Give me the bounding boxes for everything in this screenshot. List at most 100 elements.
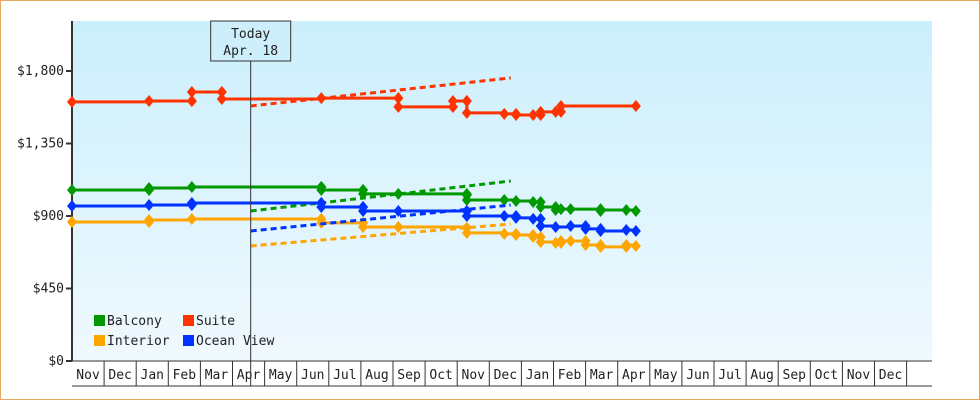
x-tick-label: Oct — [815, 368, 838, 383]
x-tick-label: May — [269, 368, 293, 383]
legend-label: Ocean View — [196, 334, 274, 349]
x-tick-label: Mar — [205, 368, 229, 383]
legend-swatch — [183, 335, 194, 346]
data-point-marker — [511, 227, 522, 240]
data-point-marker — [528, 195, 539, 208]
data-point-marker — [621, 204, 632, 217]
today-date: Apr. 18 — [223, 44, 278, 59]
projection-line-interior — [250, 222, 511, 248]
data-point-marker — [595, 222, 606, 235]
data-point-marker — [316, 181, 327, 193]
data-point-marker — [580, 219, 591, 232]
x-tick-label: Jan — [141, 368, 164, 383]
y-tick-label: $1,350 — [17, 137, 64, 152]
data-point-marker — [358, 184, 369, 197]
data-point-marker — [67, 184, 77, 197]
data-point-marker — [186, 213, 197, 226]
data-point-marker — [393, 187, 404, 200]
today-marker: Today Apr. 18 — [210, 20, 292, 386]
data-point-marker — [550, 220, 561, 233]
y-tick-label: $1,800 — [17, 64, 64, 79]
data-point-marker — [316, 196, 327, 209]
data-point-marker — [535, 195, 546, 208]
y-tick-label: $450 — [33, 282, 64, 297]
x-tick-label: Mar — [590, 368, 614, 383]
x-axis: Nov Dec Jan Feb Mar Apr May Jun Jul Aug Sep Oct Nov D… — [72, 360, 932, 387]
data-point-marker — [565, 219, 576, 232]
data-point-marker — [621, 240, 632, 253]
series-group — [67, 76, 641, 253]
x-tick-label: Feb — [558, 368, 582, 383]
legend: Balcony Suite Interior Ocean View — [94, 314, 274, 349]
data-point-marker — [555, 236, 566, 249]
x-tick-label: Apr — [622, 368, 646, 383]
x-tick-label: Jun — [686, 368, 709, 383]
legend-label: Suite — [196, 314, 235, 329]
data-point-marker — [535, 230, 546, 243]
y-tick-label: $0 — [48, 354, 64, 369]
projection-line-balcony — [250, 179, 511, 213]
data-point-marker — [499, 194, 510, 207]
x-tick-label: Sep — [397, 368, 421, 383]
data-point-marker — [528, 212, 539, 225]
data-point-marker — [511, 195, 522, 208]
data-point-marker — [186, 181, 197, 193]
data-point-marker — [216, 93, 227, 106]
data-point-marker — [144, 215, 155, 228]
legend-label: Interior — [107, 334, 170, 349]
data-point-marker — [358, 200, 369, 213]
data-point-marker — [580, 234, 591, 247]
data-point-marker — [144, 94, 155, 107]
plot-area — [72, 21, 932, 361]
x-tick-label: Jun — [301, 368, 324, 383]
data-point-marker — [595, 204, 606, 217]
data-point-marker — [67, 200, 77, 213]
x-tick-label: May — [654, 368, 678, 383]
data-point-marker — [630, 239, 641, 252]
x-tick-label: Nov — [847, 368, 871, 383]
data-point-marker — [186, 94, 197, 107]
data-point-marker — [461, 221, 472, 234]
x-tick-label: Aug — [750, 368, 773, 383]
data-point-marker — [630, 205, 641, 218]
x-tick-label: Feb — [173, 368, 197, 383]
data-point-marker — [461, 106, 472, 119]
data-point-marker — [630, 224, 641, 237]
x-tick-label: Dec — [494, 368, 517, 383]
data-point-marker — [595, 239, 606, 251]
data-point-marker — [393, 220, 404, 233]
data-point-marker — [535, 108, 546, 121]
legend-swatch — [94, 315, 105, 326]
x-tick-label: Jan — [526, 368, 549, 383]
data-point-marker — [555, 203, 566, 216]
data-point-marker — [565, 203, 576, 216]
x-tick-label: Nov — [462, 368, 486, 383]
data-point-marker — [186, 85, 197, 98]
data-point-marker — [67, 95, 77, 108]
projection-line-ocean-view — [250, 203, 511, 233]
data-point-marker — [393, 205, 404, 218]
data-point-marker — [447, 100, 458, 113]
x-tick-label: Jul — [718, 368, 741, 383]
data-point-marker — [555, 105, 566, 118]
today-box — [210, 20, 292, 62]
data-point-marker — [144, 199, 155, 212]
x-tick-label: Jul — [333, 368, 356, 383]
projection-line-suite — [250, 76, 511, 108]
data-point-marker — [621, 224, 632, 237]
x-tick-label: Sep — [783, 368, 807, 383]
data-point-marker — [511, 107, 522, 120]
data-point-marker — [565, 234, 576, 247]
data-point-marker — [535, 219, 546, 232]
x-tick-label: Dec — [879, 368, 902, 383]
data-point-marker — [316, 213, 327, 226]
data-point-marker — [216, 85, 227, 98]
data-point-marker — [499, 210, 510, 222]
data-point-marker — [550, 105, 561, 118]
data-point-marker — [535, 212, 546, 225]
x-tick-label: Apr — [237, 368, 261, 383]
y-tick-label: $900 — [33, 209, 64, 224]
data-point-marker — [186, 199, 197, 212]
data-point-marker — [499, 107, 510, 120]
